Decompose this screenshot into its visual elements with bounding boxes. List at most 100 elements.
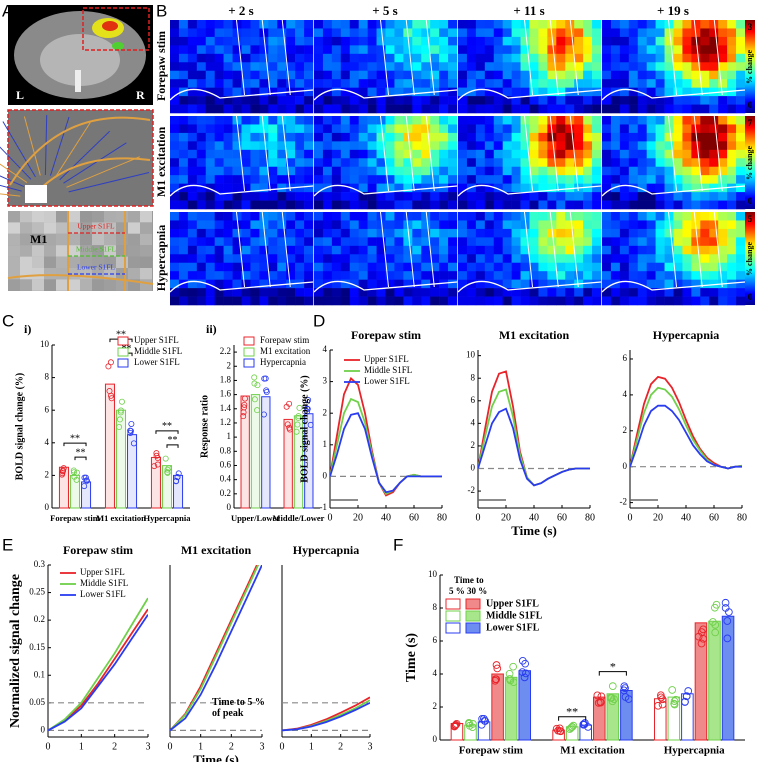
heatmap-cell — [565, 36, 575, 46]
heatmap-cell — [565, 141, 575, 151]
heatmap-cell — [592, 192, 602, 201]
y-axis-label: Response ratio — [199, 395, 210, 458]
heatmap-cell — [358, 96, 368, 105]
heatmap-cell — [187, 254, 198, 264]
pixel — [32, 233, 44, 246]
y-tick-label: -1 — [320, 502, 328, 512]
heatmap-cell — [394, 149, 404, 159]
heatmap-cell — [556, 70, 566, 80]
heatmap-cell — [655, 36, 665, 46]
heatmap-cell — [314, 149, 324, 159]
heatmap-cell — [268, 296, 278, 306]
sample-dot — [241, 395, 248, 402]
heatmap-cell — [619, 212, 630, 221]
heatmap-cell — [421, 70, 431, 80]
heatmap-cell — [484, 70, 495, 80]
panel-label: D — [313, 311, 325, 330]
heatmap-cell — [475, 166, 486, 176]
heatmap-cell — [232, 220, 242, 230]
heatmap-cell — [458, 28, 468, 38]
heatmap-cell — [691, 87, 701, 97]
heatmap-cell — [718, 53, 728, 63]
heatmap-cell — [502, 262, 512, 272]
heatmap-cell — [277, 166, 287, 176]
heatmap-cell — [646, 20, 656, 29]
heatmap-cell — [376, 262, 386, 272]
heatmap-cell — [556, 96, 566, 105]
heatmap-cell — [277, 220, 287, 230]
heatmap-cell — [646, 245, 656, 255]
heatmap-cell — [709, 53, 719, 63]
pixel — [104, 256, 116, 268]
y-tick-label: 6 — [433, 635, 438, 645]
sample-dot — [151, 463, 158, 470]
heatmap-cell — [574, 271, 584, 280]
heatmap-cell — [673, 245, 683, 255]
heatmap-cell — [592, 79, 602, 88]
x-tick-label: 1 — [309, 741, 314, 752]
heatmap-cell — [376, 87, 386, 97]
heatmap-cell — [727, 45, 737, 55]
heatmap-cell — [709, 245, 719, 255]
heatmap-cell — [358, 70, 368, 80]
legend-label: Lower S1FL — [486, 622, 540, 633]
heatmap-cell — [277, 141, 287, 151]
bar — [161, 465, 173, 509]
heatmap-cell — [502, 116, 512, 125]
heatmap-cell — [170, 200, 180, 210]
heatmap-cell — [295, 245, 305, 255]
heatmap-cell — [610, 166, 621, 176]
heatmap-cell — [322, 271, 333, 280]
heatmap-cell — [376, 79, 386, 88]
heatmap-cell — [673, 116, 683, 125]
sample-dot — [657, 691, 665, 700]
region-label: M1 — [30, 232, 47, 246]
heatmap-cell — [277, 192, 287, 201]
heatmap-cell — [682, 288, 692, 297]
heatmap-cell — [277, 237, 287, 247]
roi-outline — [281, 115, 291, 192]
y-tick-label: 4 — [323, 344, 328, 354]
heatmap-cell — [340, 220, 351, 230]
pixel — [140, 222, 152, 234]
heatmap-cell — [529, 141, 539, 151]
heatmap-cell — [583, 175, 593, 184]
heatmap-cell — [223, 175, 233, 184]
heatmap-cell — [223, 53, 233, 63]
roi-outline — [457, 280, 602, 293]
heatmap-cell — [547, 62, 557, 72]
heatmap-cell — [358, 149, 368, 159]
heatmap-cell — [268, 116, 278, 125]
heatmap-cell — [700, 87, 710, 97]
heatmap-cell — [178, 279, 189, 289]
heatmap-cell — [484, 62, 495, 72]
roi-outline — [713, 115, 723, 192]
heatmap-cell — [673, 79, 683, 88]
x-tick-label: 40 — [681, 512, 691, 523]
heatmap-cell — [682, 141, 692, 151]
heatmap-cell — [610, 149, 621, 159]
sample-dot — [620, 686, 628, 695]
heatmap-cell — [403, 149, 413, 159]
heatmap-cell — [421, 79, 431, 88]
heatmap-cell — [538, 104, 548, 114]
heatmap-cell — [565, 149, 575, 159]
heatmap-cell — [655, 28, 665, 38]
heatmap-cell — [241, 45, 251, 55]
heatmap-cell — [430, 262, 440, 272]
heatmap-cell — [475, 149, 486, 159]
heatmap-cell — [700, 158, 710, 168]
heatmap-cell — [727, 220, 737, 230]
heatmap-cell — [205, 245, 215, 255]
heatmap-cell — [529, 245, 539, 255]
heatmap-cell — [511, 262, 521, 272]
heatmap-cell — [196, 28, 207, 38]
heatmap-cell — [430, 288, 440, 297]
heatmap-cell — [475, 124, 486, 134]
heatmap-cell — [736, 149, 746, 159]
heatmap-cell — [709, 96, 719, 105]
heatmap-cell — [727, 20, 737, 29]
significance-label: ** — [76, 447, 86, 458]
heatmap-cell — [223, 45, 233, 55]
sample-dot — [555, 724, 564, 733]
